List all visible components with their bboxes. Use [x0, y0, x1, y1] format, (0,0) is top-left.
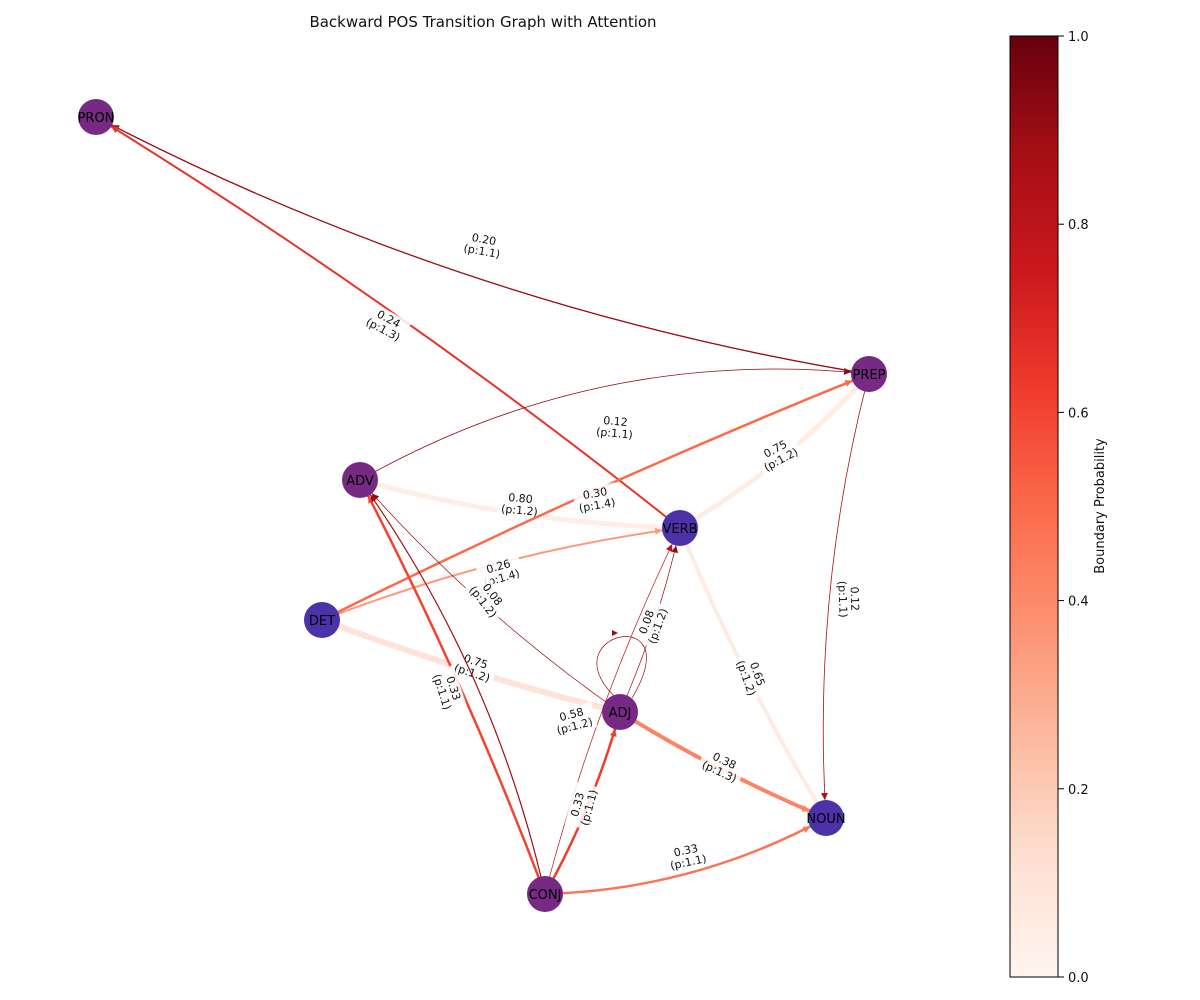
node-circle	[304, 602, 340, 638]
colorbar-label: Boundary Probability	[1093, 438, 1108, 574]
node-noun: NOUN	[806, 800, 846, 836]
arrowhead	[802, 826, 811, 834]
edge-weight: 0.58	[558, 705, 585, 724]
arrowhead	[111, 126, 120, 134]
edge-weight: 0.33	[568, 791, 587, 818]
arrowhead	[844, 380, 853, 387]
node-verb: VERB	[662, 510, 698, 546]
node-adj: ADJ	[602, 694, 638, 730]
edge-weight: 0.80	[508, 491, 534, 506]
graph-title: Backward POS Transition Graph with Atten…	[309, 13, 656, 31]
arrowhead	[370, 494, 378, 503]
edge-label: 0.75(p:1.2)	[752, 432, 804, 476]
edge-label: 0.20(p:1.1)	[459, 228, 507, 262]
colorbar-tick-label: 0.8	[1068, 218, 1089, 233]
arrowhead	[671, 545, 679, 554]
edge-label: 0.65(p:1.2)	[732, 650, 772, 702]
colorbar-ticks: 0.0 0.2 0.4 0.6 0.8 1.0	[1058, 30, 1089, 986]
edge-conj-to-verb: 0.58(p:1.2)	[544, 527, 681, 895]
node-det: DET	[304, 602, 340, 638]
edge-label: 0.30(p:1.4)	[572, 482, 620, 516]
arrowhead	[849, 387, 858, 395]
edge-weight: 0.26	[485, 557, 512, 576]
edge-verb-to-pron: 0.24(p:1.3)	[95, 116, 681, 529]
node-circle	[602, 694, 638, 730]
edge-label: 0.12(p:1.1)	[591, 412, 639, 442]
self-loop	[596, 636, 647, 699]
node-label: PRON	[78, 111, 115, 126]
edge-p-value: (p:1.2)	[501, 502, 539, 518]
edge-conj-to-adj: 0.33(p:1.1)	[543, 710, 622, 896]
arrowhead	[594, 702, 603, 710]
node-circle	[342, 462, 378, 498]
nodes-layer: PRON PREP ADV VERB DET ADJ NOUN CONJ	[78, 99, 887, 912]
edge-verb-to-noun: 0.65(p:1.2)	[678, 526, 828, 820]
node-label: PREP	[853, 368, 886, 383]
edge-line	[543, 816, 828, 896]
edge-det-to-prep: 0.30(p:1.4)	[320, 372, 871, 622]
arrowhead	[612, 630, 618, 636]
edge-line	[95, 116, 870, 375]
node-circle	[662, 510, 698, 546]
edge-label: 0.58(p:1.2)	[548, 701, 598, 739]
colorbar-tick-label: 0.2	[1068, 783, 1089, 798]
edge-weight: 0.33	[673, 842, 700, 860]
node-label: DET	[309, 614, 335, 629]
edge-line	[822, 373, 870, 819]
node-label: ADV	[346, 474, 374, 489]
node-circle	[851, 356, 887, 392]
edge-line	[359, 368, 870, 481]
edge-verb-to-prep: 0.75(p:1.2)	[677, 371, 872, 531]
edge-prep-to-noun: 0.12(p:1.1)	[820, 373, 870, 819]
edge-weight: 0.12	[848, 586, 862, 611]
arrowhead	[665, 544, 673, 553]
arrowhead	[810, 794, 817, 803]
edge-weight: 0.12	[603, 414, 629, 429]
arrowhead	[801, 805, 810, 812]
node-label: VERB	[662, 522, 697, 537]
node-prep: PREP	[851, 356, 887, 392]
edge-adv-to-verb: 0.80(p:1.2)	[357, 477, 683, 531]
node-pron: PRON	[78, 99, 115, 135]
edge-weight: 0.20	[471, 231, 497, 248]
node-conj: CONJ	[527, 876, 563, 912]
colorbar-tick-label: 0.0	[1068, 971, 1089, 986]
node-label: NOUN	[806, 812, 845, 827]
colorbar-gradient	[1009, 35, 1059, 978]
edge-weight: 0.30	[582, 485, 608, 502]
arrowhead	[654, 527, 663, 535]
node-circle	[78, 99, 114, 135]
colorbar: 0.0 0.2 0.4 0.6 0.8 1.0 Boundary Probability	[1009, 30, 1108, 986]
colorbar-tick-label: 0.4	[1068, 595, 1089, 610]
arrowhead	[820, 792, 828, 801]
edge-p-value: (p:1.4)	[578, 496, 616, 515]
edge-label: 0.12(p:1.1)	[835, 576, 863, 622]
edge-p-value: (p:1.1)	[463, 242, 501, 261]
edge-p-value: (p:1.1)	[596, 425, 634, 441]
edge-label: 0.08(p:1.2)	[632, 598, 672, 650]
edge-label: 0.33(p:1.1)	[564, 781, 602, 831]
colorbar-tick-label: 0.6	[1068, 406, 1089, 421]
arrowhead	[843, 367, 852, 375]
node-label: ADJ	[609, 706, 632, 721]
edge-prep-to-pron: 0.20(p:1.1)	[95, 116, 870, 375]
edge-line	[359, 479, 546, 895]
arrowhead	[609, 729, 617, 738]
edge-adv-to-prep: 0.12(p:1.1)	[359, 367, 870, 481]
node-label: CONJ	[529, 888, 562, 903]
node-circle	[808, 800, 844, 836]
node-circle	[527, 876, 563, 912]
edge-label: 0.80(p:1.2)	[496, 489, 544, 519]
edges-layer: 0.20(p:1.1)0.24(p:1.3)0.12(p:1.1)0.75(p:…	[95, 116, 872, 896]
colorbar-tick-label: 1.0	[1068, 30, 1089, 45]
edge-p-value: (p:1.1)	[835, 581, 849, 618]
edge-adj-to-verb: 0.08(p:1.2)	[619, 527, 681, 713]
node-adv: ADV	[342, 462, 378, 498]
